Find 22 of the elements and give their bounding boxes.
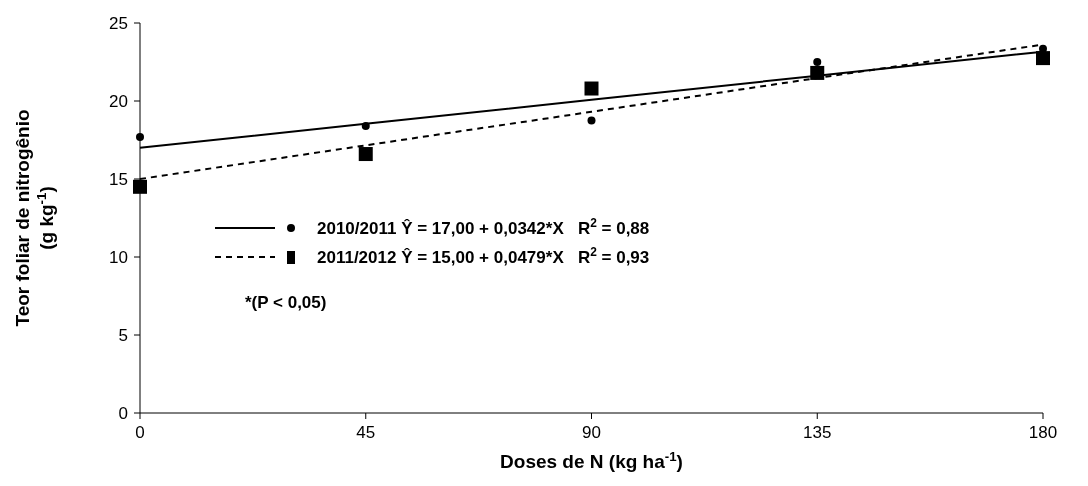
x-tick-label: 180 <box>1028 423 1058 442</box>
x-tick-label: 90 <box>582 423 601 442</box>
y-tick-label: 5 <box>118 325 128 345</box>
point <box>813 58 822 66</box>
y-tick-label: 25 <box>109 13 128 33</box>
point <box>136 132 144 141</box>
legend-label: 2010/2011 Ŷ = 17,00 + 0,0342*X R$^{2}$ = 0,88 <box>317 215 650 238</box>
x-tick-label: 135 <box>803 423 832 442</box>
y-tick-label: 20 <box>109 91 128 111</box>
point <box>133 179 147 194</box>
x-tick-label: 45 <box>356 423 376 442</box>
x-axis-title: Doses de N (kg ha$^{-1}$) <box>500 448 683 472</box>
point <box>584 81 599 96</box>
point <box>358 147 373 162</box>
point <box>587 116 596 125</box>
x-tick-label: 0 <box>135 423 145 442</box>
y-tick-label: 15 <box>109 169 128 189</box>
y-tick-label: 10 <box>109 247 128 267</box>
legend-label: 2011/2012 Ŷ = 15,00 + 0,0479*X R$^{2}$ = 0,93 <box>317 244 650 267</box>
annotation: *(P < 0,05) <box>245 293 327 312</box>
point <box>1036 51 1050 66</box>
y-tick-label: 0 <box>118 403 128 423</box>
